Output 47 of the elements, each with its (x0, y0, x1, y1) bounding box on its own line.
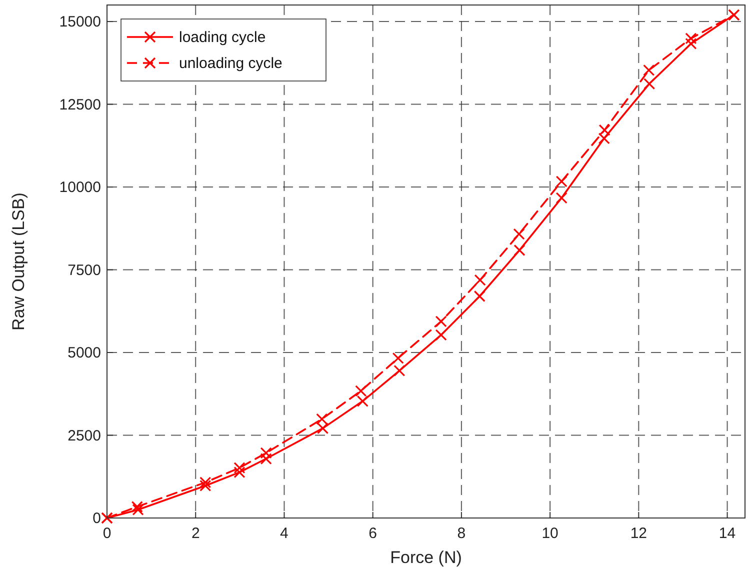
x-tick-label: 0 (102, 525, 112, 542)
point (394, 364, 406, 377)
y-tick-label: 5000 (68, 344, 101, 362)
point (685, 38, 697, 50)
point (556, 176, 568, 188)
point (598, 124, 610, 136)
legend-label: unloading cycle (179, 55, 282, 72)
x-tick-label: 2 (191, 525, 200, 542)
point (513, 228, 525, 240)
point (474, 290, 486, 302)
point (556, 192, 568, 204)
point (435, 329, 447, 341)
y-tick-label: 15000 (59, 14, 101, 31)
legend-label: loading cycle (179, 29, 266, 46)
point (685, 32, 697, 44)
point (392, 352, 404, 364)
x-tick-label: 12 (630, 525, 648, 542)
x-tick-label: 10 (542, 525, 558, 542)
point (200, 480, 212, 492)
point (474, 274, 486, 286)
y-tick-label: 0 (92, 510, 101, 527)
point (355, 385, 367, 397)
point (598, 132, 610, 144)
y-tick-label: 7500 (68, 262, 101, 279)
y-axis-title: Raw Output (LSB) (9, 192, 28, 330)
point (260, 452, 272, 465)
point (234, 466, 246, 478)
point (644, 78, 656, 90)
point (200, 476, 212, 488)
point (356, 395, 368, 407)
point (316, 413, 328, 425)
point (234, 462, 246, 474)
x-tick-label: 6 (368, 525, 378, 542)
x-axis-title: Force (N) (390, 548, 462, 567)
point (260, 447, 272, 459)
x-tick-label: 14 (718, 525, 736, 542)
point (316, 422, 329, 434)
point (435, 316, 447, 328)
y-tick-label: 10000 (59, 179, 101, 196)
point (514, 244, 526, 256)
y-tick-label: 2500 (68, 427, 101, 444)
x-tick-label: 4 (280, 525, 288, 542)
point (643, 64, 655, 76)
point (131, 500, 143, 513)
y-tick-label: 12500 (59, 96, 101, 114)
point (132, 504, 144, 516)
x-tick-label: 8 (457, 525, 466, 542)
